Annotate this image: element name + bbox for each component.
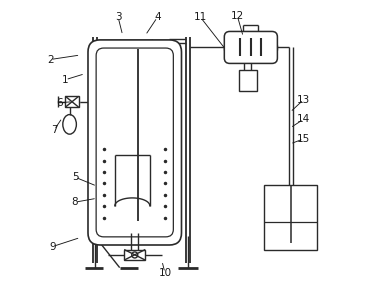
Text: 4: 4 [154,12,161,22]
Ellipse shape [63,115,76,134]
Text: 13: 13 [297,95,310,105]
Text: 15: 15 [297,134,310,144]
Text: 9: 9 [49,241,56,251]
FancyBboxPatch shape [224,32,277,63]
Bar [124,250,145,260]
Text: 11: 11 [194,12,207,22]
Text: 5: 5 [72,172,78,182]
Bar [66,96,79,107]
FancyBboxPatch shape [88,40,182,245]
Bar [264,185,317,250]
Text: 6: 6 [57,98,63,108]
Text: 2: 2 [47,55,53,65]
Text: 3: 3 [115,12,122,22]
Text: 12: 12 [231,11,244,21]
Text: 14: 14 [297,114,310,124]
Text: 8: 8 [72,197,78,207]
Text: 7: 7 [51,125,57,135]
Text: 1: 1 [62,75,69,85]
Text: 10: 10 [158,268,171,278]
Bar [239,70,257,91]
